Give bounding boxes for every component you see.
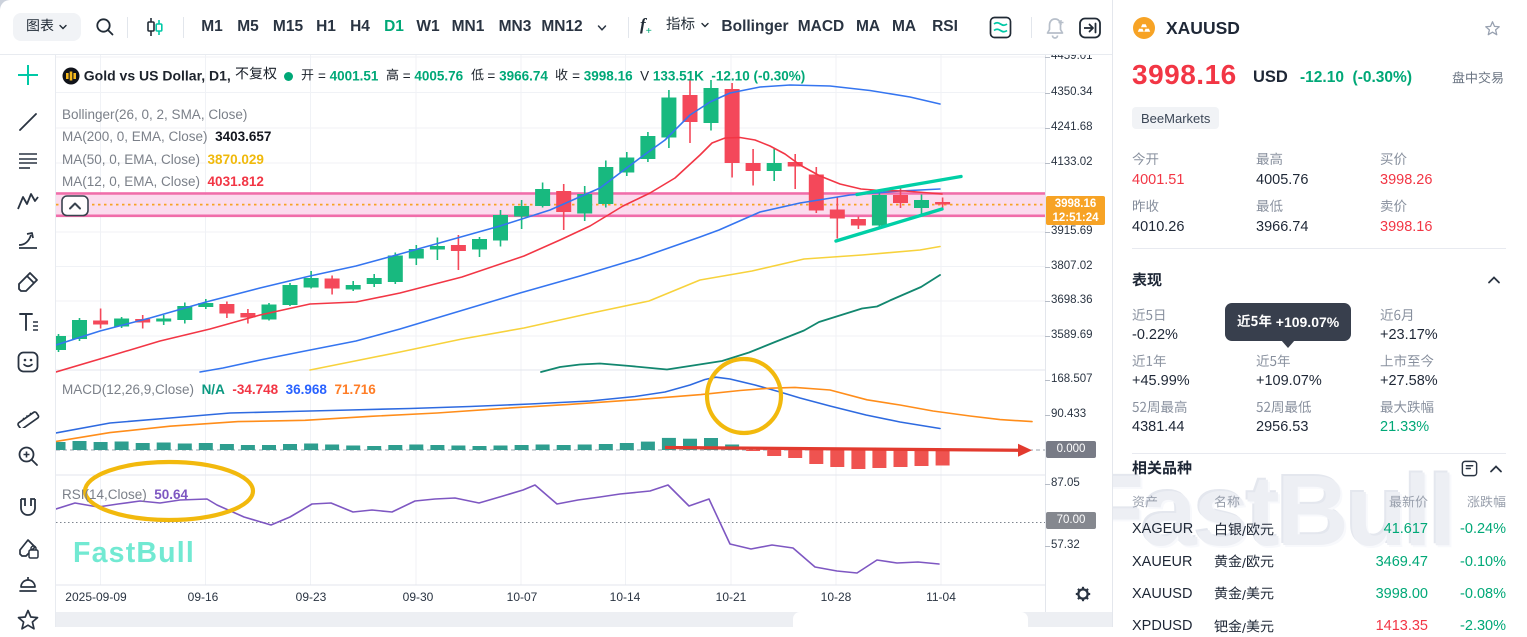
svg-text:FastBull: FastBull <box>73 537 195 569</box>
